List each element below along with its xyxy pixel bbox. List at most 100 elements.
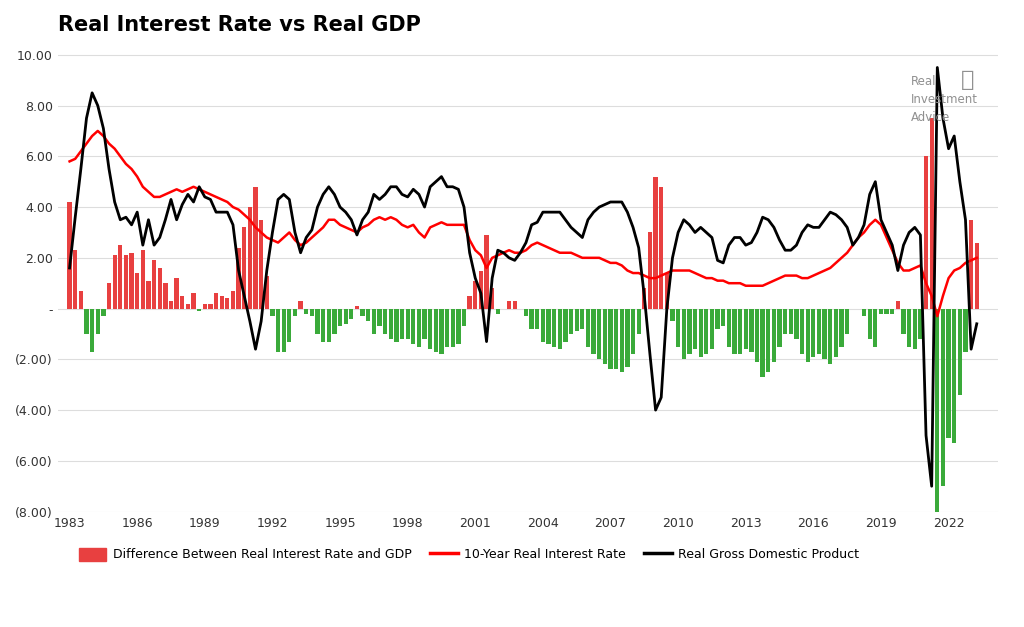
Bar	[158, 268, 162, 308]
Bar	[727, 308, 731, 347]
Bar	[225, 298, 229, 308]
Bar	[574, 308, 579, 332]
Bar	[586, 308, 590, 347]
Bar	[581, 308, 585, 329]
Bar	[924, 156, 928, 308]
Bar	[890, 308, 894, 314]
Bar	[135, 273, 139, 308]
Bar	[772, 308, 776, 362]
Bar	[197, 308, 202, 311]
Text: Real Interest Rate vs Real GDP: Real Interest Rate vs Real GDP	[58, 15, 421, 35]
Bar	[811, 308, 815, 357]
Bar	[73, 250, 78, 308]
Bar	[721, 308, 725, 326]
Bar	[743, 308, 748, 349]
Bar	[304, 308, 308, 314]
Bar	[338, 308, 342, 326]
Bar	[484, 235, 488, 308]
Bar	[682, 308, 686, 359]
Bar	[912, 308, 916, 349]
Bar	[208, 303, 213, 308]
Bar	[705, 308, 709, 354]
Bar	[129, 253, 134, 308]
Bar	[569, 308, 573, 334]
Bar	[84, 308, 89, 334]
Bar	[608, 308, 612, 369]
Bar	[529, 308, 534, 329]
Bar	[637, 308, 641, 334]
Bar	[547, 308, 551, 344]
Bar	[354, 306, 359, 308]
Bar	[935, 308, 939, 557]
Bar	[242, 228, 247, 308]
Bar	[68, 202, 72, 308]
Bar	[366, 308, 371, 321]
Bar	[941, 308, 945, 486]
Bar	[750, 308, 754, 352]
Bar	[710, 308, 714, 349]
Bar	[451, 308, 455, 347]
Bar	[146, 281, 151, 308]
Bar	[479, 270, 483, 308]
Bar	[507, 301, 511, 308]
Bar	[975, 243, 979, 308]
Bar	[315, 308, 319, 334]
Bar	[321, 308, 326, 342]
Bar	[282, 308, 286, 352]
Bar	[124, 255, 128, 308]
Bar	[755, 308, 759, 362]
Bar	[840, 308, 844, 347]
Bar	[185, 303, 190, 308]
Bar	[834, 308, 838, 357]
Bar	[817, 308, 821, 354]
Bar	[264, 276, 269, 308]
Bar	[552, 308, 556, 347]
Bar	[867, 308, 871, 339]
Bar	[901, 308, 905, 334]
Bar	[90, 308, 94, 352]
Bar	[180, 296, 184, 308]
Bar	[248, 207, 252, 308]
Bar	[259, 219, 263, 308]
Bar	[964, 308, 968, 352]
Bar	[952, 308, 956, 443]
Bar	[687, 308, 691, 354]
Bar	[885, 308, 889, 314]
Bar	[648, 233, 652, 308]
Bar	[524, 308, 528, 316]
Bar	[343, 308, 348, 324]
Bar	[671, 308, 675, 321]
Bar	[400, 308, 404, 339]
Bar	[457, 308, 461, 344]
Bar	[389, 308, 393, 339]
Bar	[140, 250, 145, 308]
Bar	[191, 293, 196, 308]
Bar	[423, 308, 427, 339]
Bar	[309, 308, 314, 316]
Bar	[214, 293, 218, 308]
Bar	[597, 308, 601, 359]
Bar	[969, 219, 973, 308]
Bar	[822, 308, 826, 359]
Bar	[620, 308, 624, 372]
Bar	[716, 308, 720, 329]
Bar	[766, 308, 770, 372]
Bar	[592, 308, 596, 354]
Bar	[383, 308, 387, 334]
Bar	[439, 308, 443, 354]
Bar	[327, 308, 331, 342]
Bar	[862, 308, 866, 316]
Text: 🦅: 🦅	[962, 70, 975, 90]
Bar	[332, 308, 337, 334]
Bar	[237, 248, 241, 308]
Bar	[946, 308, 950, 438]
Bar	[631, 308, 635, 354]
Bar	[957, 308, 962, 395]
Bar	[698, 308, 702, 357]
Bar	[253, 187, 258, 308]
Bar	[693, 308, 697, 349]
Bar	[275, 308, 281, 352]
Bar	[896, 301, 900, 308]
Bar	[795, 308, 799, 339]
Bar	[417, 308, 421, 347]
